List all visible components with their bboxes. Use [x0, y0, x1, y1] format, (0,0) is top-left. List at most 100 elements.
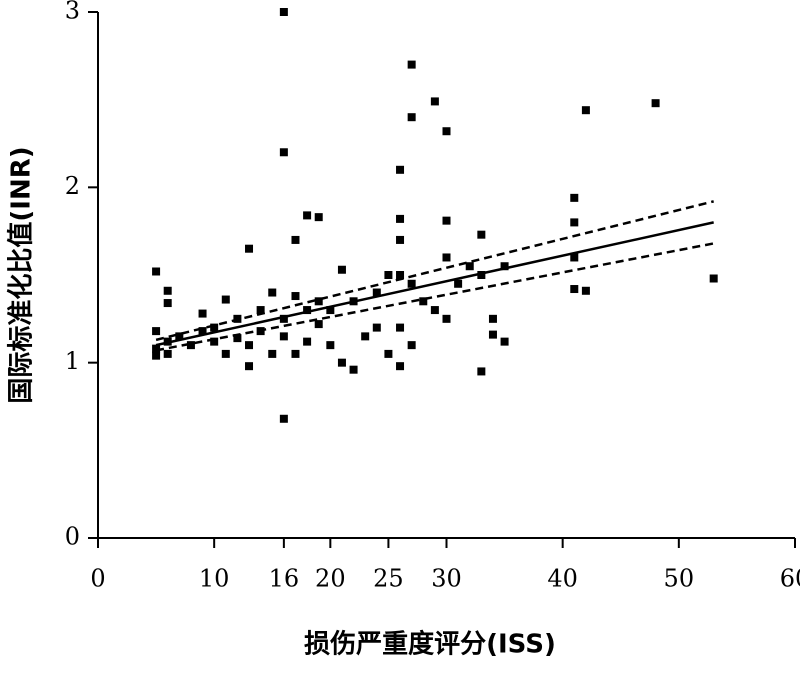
point — [279, 148, 288, 157]
fit-line — [155, 200, 714, 342]
point — [221, 295, 230, 304]
point — [256, 306, 265, 315]
point — [570, 253, 579, 262]
point — [570, 193, 579, 202]
point — [245, 244, 254, 253]
y-tick-label: 2 — [65, 172, 80, 200]
point — [570, 285, 579, 294]
x-tick-label: 25 — [373, 565, 404, 593]
point — [651, 99, 660, 108]
point — [396, 271, 405, 279]
point — [175, 332, 184, 341]
point — [419, 297, 428, 306]
point — [314, 297, 323, 306]
y-tick-label: 3 — [65, 0, 80, 25]
x-axis-title: 损伤严重度评分(ISS) — [304, 629, 556, 660]
point — [163, 337, 172, 346]
point — [221, 349, 230, 358]
point — [396, 214, 405, 223]
point — [396, 362, 405, 371]
point — [407, 113, 416, 122]
point — [349, 297, 358, 306]
x-tick-label: 16 — [269, 565, 300, 593]
point — [152, 267, 161, 276]
point — [245, 341, 254, 350]
point — [581, 106, 590, 115]
x-tick-label: 20 — [315, 565, 346, 593]
fit-line — [155, 221, 714, 347]
point — [291, 235, 300, 244]
y-tick-label: 1 — [65, 347, 80, 375]
point — [430, 97, 439, 106]
point — [152, 344, 161, 353]
point — [291, 292, 300, 301]
y-tick-label: 0 — [65, 523, 80, 551]
point — [163, 286, 172, 295]
point — [245, 362, 254, 371]
point — [210, 323, 219, 332]
point — [709, 274, 718, 283]
point — [465, 262, 474, 271]
point — [233, 314, 242, 323]
point — [372, 288, 381, 297]
point — [477, 230, 486, 239]
point — [268, 288, 277, 297]
point — [407, 60, 416, 69]
point — [477, 367, 486, 376]
x-tick-label: 40 — [547, 565, 578, 593]
x-tick-label: 10 — [199, 565, 230, 593]
point — [303, 337, 312, 346]
point — [442, 127, 451, 136]
point — [396, 165, 405, 174]
point — [488, 330, 497, 339]
point — [303, 211, 312, 220]
point — [279, 332, 288, 341]
point — [303, 306, 312, 315]
point — [337, 265, 346, 274]
point — [396, 323, 405, 332]
point — [291, 349, 300, 358]
point — [152, 351, 161, 360]
point — [372, 323, 381, 332]
point — [430, 306, 439, 315]
point — [337, 358, 346, 367]
point — [152, 327, 161, 336]
point — [396, 235, 405, 244]
point — [326, 306, 335, 315]
point — [163, 349, 172, 358]
point — [349, 365, 358, 374]
point — [407, 341, 416, 350]
point — [384, 349, 393, 358]
point — [198, 309, 207, 318]
point — [442, 253, 451, 262]
point — [384, 271, 393, 279]
point — [454, 279, 463, 288]
point — [163, 299, 172, 308]
x-tick-label: 0 — [90, 565, 105, 593]
point — [210, 337, 219, 346]
point — [407, 279, 416, 288]
point — [488, 314, 497, 323]
point — [500, 262, 509, 271]
point — [314, 320, 323, 329]
point — [233, 334, 242, 343]
point — [279, 314, 288, 323]
point — [314, 213, 323, 222]
point — [279, 8, 288, 16]
x-tick-label: 50 — [664, 565, 695, 593]
point — [186, 341, 195, 350]
x-tick-label: 30 — [431, 565, 462, 593]
point — [570, 218, 579, 227]
point — [581, 286, 590, 295]
point — [268, 349, 277, 358]
point — [500, 337, 509, 346]
y-axis-title: 国际标准化比值(INR) — [7, 146, 37, 403]
point — [477, 271, 486, 279]
point — [198, 327, 207, 336]
x-tick-label: 60 — [780, 565, 800, 593]
point — [361, 332, 370, 341]
point — [442, 314, 451, 323]
point — [279, 414, 288, 423]
